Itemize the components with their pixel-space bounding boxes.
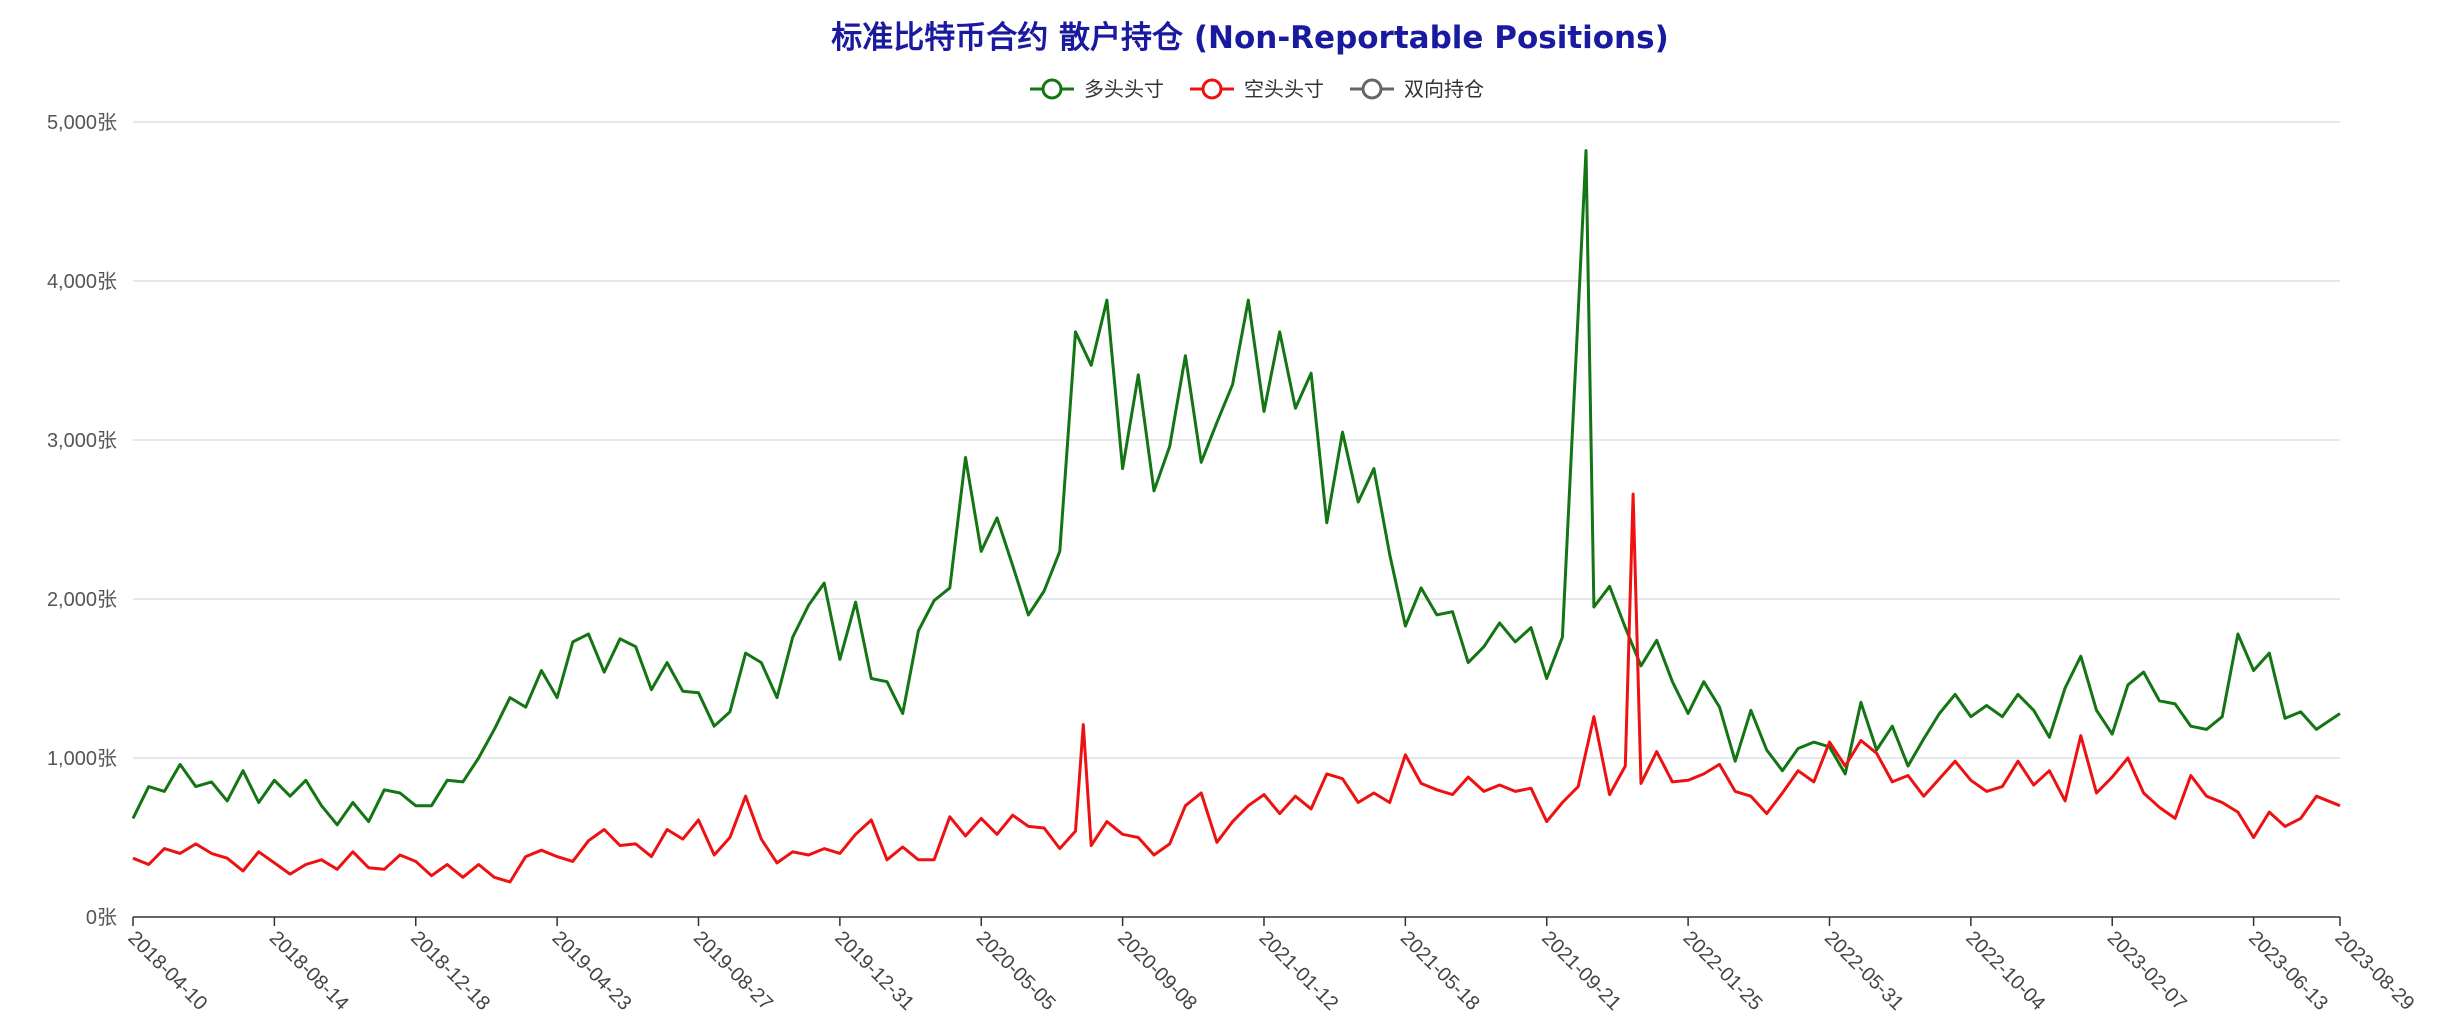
x-tick-label: 2019-04-23 — [548, 927, 636, 1015]
x-tick-label: 2021-09-21 — [1537, 927, 1625, 1015]
series-line-1[interactable] — [132, 492, 2341, 884]
x-tick-label: 2022-10-04 — [1961, 927, 2049, 1015]
y-tick-label: 4,000张 — [47, 270, 117, 293]
x-tick-label: 2019-08-27 — [689, 927, 777, 1015]
x-tick-label: 2023-02-07 — [2103, 927, 2191, 1015]
y-tick-label: 1,000张 — [47, 747, 117, 770]
legend-swatch-marker — [1201, 78, 1223, 100]
x-tick-label: 2018-04-10 — [123, 927, 211, 1015]
grid-lines — [133, 121, 2340, 759]
x-tick-label: 2023-06-13 — [2244, 927, 2332, 1015]
legend-swatch-marker — [1361, 78, 1383, 100]
y-tick-label: 2,000张 — [47, 588, 117, 611]
x-tick-label: 2021-01-12 — [1254, 927, 1342, 1015]
x-tick-label: 2021-05-18 — [1396, 927, 1484, 1015]
legend-item-0[interactable]: 多头头寸 — [1030, 77, 1164, 101]
x-tick-label: 2018-12-18 — [406, 927, 494, 1015]
legend: 多头头寸 空头头寸 双向持仓 — [1030, 77, 1484, 101]
legend-swatch-marker — [1041, 78, 1063, 100]
y-tick-label: 5,000张 — [47, 111, 117, 134]
legend-label: 空头头寸 — [1244, 77, 1324, 101]
legend-label: 双向持仓 — [1404, 77, 1484, 101]
x-tick-label: 2018-08-14 — [265, 927, 353, 1015]
x-tick-label: 2023-08-29 — [2330, 927, 2418, 1015]
series-line-0[interactable] — [131, 149, 2341, 827]
y-axis: 0张 1,000张 2,000张 3,000张 4,000张 5,000张 — [47, 111, 117, 929]
y-tick-label: 0张 — [86, 906, 117, 929]
x-tick-label: 2022-05-31 — [1820, 927, 1908, 1015]
x-tick-label: 2022-01-25 — [1679, 927, 1767, 1015]
y-tick-label: 3,000张 — [47, 429, 117, 452]
chart-title: 标准比特币合约 散户持仓 (Non-Reportable Positions) — [831, 20, 1669, 56]
legend-item-1[interactable]: 空头头寸 — [1190, 77, 1324, 101]
legend-item-2[interactable]: 双向持仓 — [1350, 77, 1484, 101]
series-layer — [131, 149, 2341, 884]
legend-label: 多头头寸 — [1084, 77, 1164, 101]
x-tick-label: 2020-09-08 — [1113, 927, 1201, 1015]
x-tick-label: 2019-12-31 — [830, 927, 918, 1015]
x-axis: 2018-04-10 2018-08-14 2018-12-18 2019-04-23… — [123, 916, 2418, 1015]
x-tick-label: 2020-05-05 — [972, 927, 1060, 1015]
